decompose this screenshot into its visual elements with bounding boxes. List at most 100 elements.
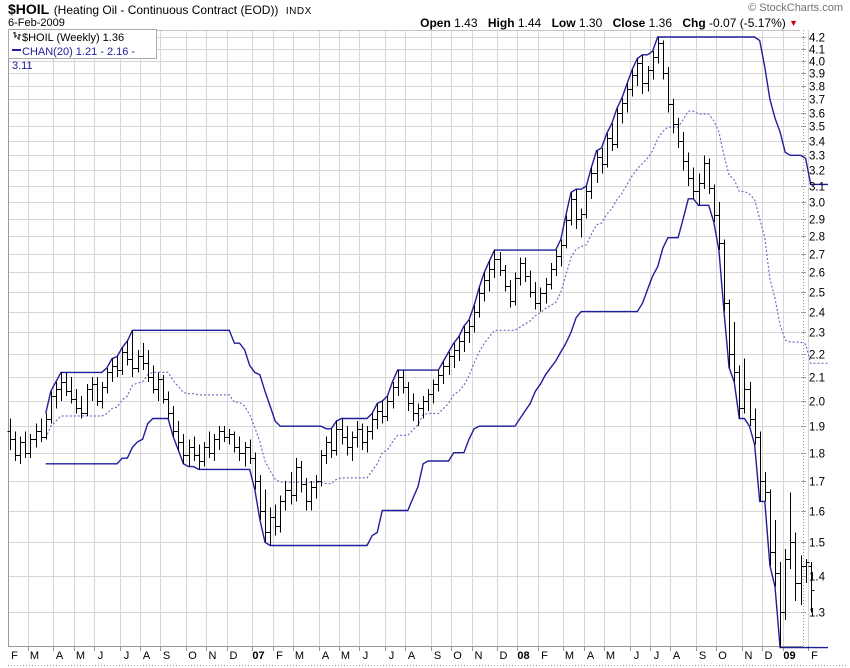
- price-channel-overlay: [45, 36, 828, 649]
- y-axis-tick-label: 4.1: [809, 45, 825, 57]
- y-axis-tick-label: 4.2: [809, 33, 825, 45]
- x-axis-month-label: M: [606, 650, 615, 662]
- y-axis-tick-label: 2.1: [809, 373, 825, 385]
- x-axis-month-label: N: [209, 650, 217, 662]
- y-axis-tick-label: 4.0: [809, 57, 825, 69]
- chg-value: -0.07 (-5.17%): [709, 16, 786, 30]
- x-axis-month-label: 09: [783, 650, 795, 662]
- ticker-symbol: $HOIL: [8, 1, 50, 17]
- quote-date: 6-Feb-2009: [8, 17, 65, 29]
- y-axis-tick-label: 3.5: [809, 122, 825, 134]
- x-axis-month-label: A: [322, 650, 330, 662]
- low-value: 1.30: [578, 16, 603, 30]
- legend-series-label: $HOIL (Weekly) 1.36: [22, 32, 125, 44]
- x-axis-month-label: M: [341, 650, 350, 662]
- y-axis-tick-label: 1.3: [809, 608, 825, 620]
- y-axis-tick-label: 1.9: [809, 422, 825, 434]
- x-axis-month-label: M: [30, 650, 39, 662]
- x-axis-month-label: J: [634, 650, 640, 662]
- channel-line-icon: [12, 45, 22, 59]
- channel-mid-line: [45, 110, 828, 485]
- x-axis-month-label: N: [745, 650, 753, 662]
- y-axis-tick-label: 2.6: [809, 268, 825, 280]
- y-axis-tick-label: 1.4: [809, 572, 826, 584]
- instrument-name: (Heating Oil - Continuous Contract (EOD)…: [53, 3, 279, 17]
- close-label: Close: [612, 16, 646, 30]
- y-axis-tick-label: 1.7: [809, 477, 825, 489]
- x-axis-month-label: 07: [252, 650, 264, 662]
- x-axis-month-label: F: [276, 650, 283, 662]
- y-axis-tick-label: 3.3: [809, 151, 825, 163]
- open-label: Open: [420, 16, 451, 30]
- y-axis-tick-label: 2.8: [809, 232, 825, 244]
- y-axis-labels: 1.3 1.4 1.5 1.6 1.7 1.8 1.9 2.0 2.1 2.2 2.3 2.4 2.5 2…: [809, 33, 826, 620]
- x-axis-month-label: F: [541, 650, 548, 662]
- close-value: 1.36: [648, 16, 673, 30]
- y-axis-tick-label: 1.6: [809, 507, 825, 519]
- y-axis-tick-label: 2.9: [809, 215, 825, 227]
- chg-label: Chg: [682, 16, 706, 30]
- x-axis-month-label: D: [500, 650, 508, 662]
- y-axis-tick-label: 1.5: [809, 538, 825, 550]
- legend-overlay-row: CHAN(20) 1.21 - 2.16 - 3.11: [12, 45, 153, 73]
- x-axis-month-label: J: [98, 650, 104, 662]
- x-axis-month-label: F: [11, 650, 18, 662]
- legend-series-row: $HOIL (Weekly) 1.36: [12, 31, 153, 45]
- x-axis-month-label: O: [718, 650, 727, 662]
- x-axis-month-label: F: [811, 650, 818, 662]
- x-axis-month-label: O: [188, 650, 197, 662]
- x-axis-month-label: J: [654, 650, 660, 662]
- ohlc-bars-layer: [7, 37, 815, 648]
- x-axis-month-label: J: [124, 650, 130, 662]
- x-axis-month-label: S: [163, 650, 170, 662]
- y-axis-tick-label: 2.2: [809, 350, 825, 362]
- chart-legend: $HOIL (Weekly) 1.36 CHAN(20) 1.21 - 2.16…: [8, 29, 157, 72]
- x-axis-month-label: M: [76, 650, 85, 662]
- x-axis-month-label: A: [143, 650, 151, 662]
- x-axis-month-label: M: [565, 650, 574, 662]
- low-label: Low: [551, 16, 576, 30]
- x-axis-month-label: D: [765, 650, 773, 662]
- y-axis-tick-label: 2.0: [809, 397, 825, 409]
- high-label: High: [487, 16, 515, 30]
- y-axis-tick-label: 2.7: [809, 250, 825, 262]
- y-axis-tick-label: 3.9: [809, 69, 825, 81]
- x-axis-month-label: A: [673, 650, 681, 662]
- grid-layer: [8, 30, 809, 646]
- x-axis-month-label: A: [56, 650, 64, 662]
- y-axis-tick-label: 3.8: [809, 82, 825, 94]
- legend-overlay-label: CHAN(20) 1.21 - 2.16 - 3.11: [12, 46, 136, 72]
- x-axis-month-label: J: [363, 650, 369, 662]
- x-axis-month-label: A: [587, 650, 595, 662]
- ohlc-quote-row: Open 1.43 High 1.44 Low 1.30 Close 1.36 …: [420, 16, 798, 30]
- down-triangle-icon: ▼: [789, 18, 798, 28]
- y-axis-tick-label: 2.4: [809, 308, 826, 320]
- y-axis-tick-label: 3.7: [809, 95, 825, 107]
- ohlc-series-icon: [12, 31, 22, 45]
- x-axis-month-label: A: [408, 650, 416, 662]
- x-axis-month-label: 08: [517, 650, 529, 662]
- y-axis-tick-label: 2.3: [809, 328, 825, 340]
- y-axis-tick-label: 3.1: [809, 182, 825, 194]
- high-value: 1.44: [517, 16, 542, 30]
- exchange-label: INDX: [285, 6, 312, 17]
- y-axis-tick-label: 1.8: [809, 449, 825, 461]
- x-axis-month-label: S: [699, 650, 706, 662]
- open-value: 1.43: [454, 16, 478, 30]
- x-axis-month-label: M: [295, 650, 304, 662]
- x-axis-month-label: N: [475, 650, 483, 662]
- x-axis-month-label: J: [389, 650, 395, 662]
- x-axis-labels: F M A M J J A S O N D 07 F M A M J J A S O N D 08 F M A M J J A S O N D 09 F: [11, 650, 818, 662]
- x-axis-month-label: O: [453, 650, 462, 662]
- y-axis-tick-label: 3.4: [809, 137, 826, 149]
- chart-title: $HOIL (Heating Oil - Continuous Contract…: [8, 1, 312, 19]
- channel-upper-line: [45, 36, 828, 430]
- x-axis-month-label: D: [230, 650, 238, 662]
- y-axis-tick-label: 2.5: [809, 288, 825, 300]
- y-axis-tick-label: 3.6: [809, 109, 825, 121]
- channel-lower-line: [45, 198, 828, 649]
- plot-frame: [8, 30, 846, 666]
- x-axis-month-label: S: [434, 650, 441, 662]
